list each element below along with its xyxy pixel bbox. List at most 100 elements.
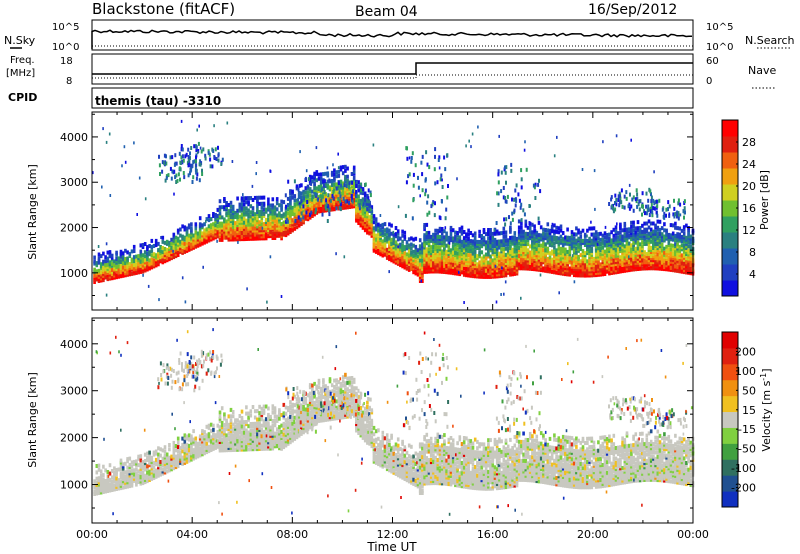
heat-cell xyxy=(216,224,220,229)
heat-cell xyxy=(141,253,145,258)
heat-cell xyxy=(179,450,182,455)
heat-cell xyxy=(561,247,565,252)
heat-cell xyxy=(608,246,611,251)
heat-cell xyxy=(656,225,660,230)
heat-cell xyxy=(649,264,653,269)
heat-cell xyxy=(641,266,644,271)
heat-cell xyxy=(119,475,123,480)
heat-cell xyxy=(663,228,666,233)
heat-cell xyxy=(339,192,343,196)
heat-cell xyxy=(135,476,138,481)
heat-cell xyxy=(685,223,688,228)
heat-cell xyxy=(406,156,409,161)
heat-cell xyxy=(143,475,147,480)
heat-cell xyxy=(168,459,171,464)
heat-cell xyxy=(381,222,385,227)
heat-cell xyxy=(537,233,541,238)
heat-cell xyxy=(673,206,676,211)
heat-cell xyxy=(636,246,640,251)
heat-cell xyxy=(284,210,288,215)
heat-cell xyxy=(524,244,528,249)
heat-cell xyxy=(209,157,212,162)
heat-cell xyxy=(493,231,497,236)
heat-cell xyxy=(190,222,193,227)
heat-cell xyxy=(187,241,191,246)
heat-cell xyxy=(102,485,105,490)
heat-cell xyxy=(592,265,596,270)
heat-cell xyxy=(198,222,202,227)
heat-cell xyxy=(204,153,207,158)
heat-cell xyxy=(315,192,318,197)
heat-cell xyxy=(647,208,650,213)
heat-cell xyxy=(335,170,338,175)
heat-cell xyxy=(163,445,167,450)
heat-cell xyxy=(93,269,96,274)
heat-cell xyxy=(168,257,171,262)
heat-cell xyxy=(108,482,112,487)
heat-cell xyxy=(322,172,325,177)
heat-cell xyxy=(616,243,620,248)
heat-cell xyxy=(418,266,422,271)
heat-cell xyxy=(427,251,431,256)
heat-cell xyxy=(575,232,578,237)
heat-cell xyxy=(311,179,314,184)
heat-cell xyxy=(496,191,499,196)
heat-cell xyxy=(104,468,107,473)
heat-cell xyxy=(262,195,266,200)
heat-cell xyxy=(667,261,671,266)
heat-cell xyxy=(115,484,118,489)
heat-cell xyxy=(427,247,431,252)
heat-cell xyxy=(256,234,259,239)
heat-cell xyxy=(174,243,178,248)
heat-cell xyxy=(513,231,517,236)
heat-cell xyxy=(517,264,521,269)
heat-cell xyxy=(421,246,424,251)
heat-cell xyxy=(174,465,178,470)
heat-cell xyxy=(674,256,677,261)
heat-cell xyxy=(456,241,459,246)
heat-cell xyxy=(544,266,547,271)
heat-cell xyxy=(658,256,662,261)
heat-cell xyxy=(180,155,183,160)
heat-cell xyxy=(612,238,616,242)
heat-cell xyxy=(141,243,145,247)
heat-cell xyxy=(170,176,173,181)
heat-cell xyxy=(165,452,169,457)
heat-cell xyxy=(212,232,215,237)
heat-cell xyxy=(121,464,125,469)
heat-cell xyxy=(403,253,407,258)
heat-cell xyxy=(335,196,338,201)
heat-cell xyxy=(510,168,513,173)
heat-cell xyxy=(262,226,266,231)
heat-cell xyxy=(179,245,182,250)
heat-cell xyxy=(394,260,398,265)
heat-cell xyxy=(449,232,453,236)
heat-cell xyxy=(504,165,506,170)
heat-cell xyxy=(661,207,664,212)
heat-cell xyxy=(317,176,321,181)
heat-cell xyxy=(117,272,121,277)
heat-cell xyxy=(621,267,624,272)
heat-cell xyxy=(553,154,556,158)
heat-cell xyxy=(671,231,675,236)
heat-cell xyxy=(337,152,339,156)
heat-cell xyxy=(425,241,429,246)
heat-cell xyxy=(110,268,114,272)
heat-cell xyxy=(297,223,301,228)
heat-cell xyxy=(559,249,563,253)
heat-cell xyxy=(262,232,266,237)
heat-cell xyxy=(471,274,475,279)
heat-cell xyxy=(183,452,187,457)
heat-cell xyxy=(159,470,162,475)
heat-cell xyxy=(377,228,380,233)
heat-cell xyxy=(163,161,166,166)
heat-cell xyxy=(588,249,591,253)
heat-cell xyxy=(538,178,540,183)
heat-cell xyxy=(253,226,257,231)
heat-cell xyxy=(367,188,370,193)
heat-cell xyxy=(614,229,618,234)
heat-cell xyxy=(113,470,116,475)
heat-cell xyxy=(498,274,501,279)
heat-cell xyxy=(451,256,455,261)
heat-cell xyxy=(346,166,349,171)
